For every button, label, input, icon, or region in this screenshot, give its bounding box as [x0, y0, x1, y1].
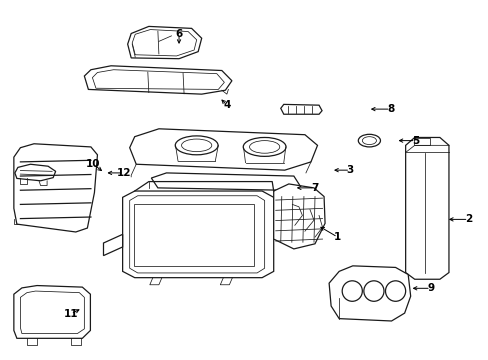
Polygon shape [133, 204, 253, 266]
Ellipse shape [243, 138, 285, 156]
Polygon shape [413, 138, 429, 145]
Text: 6: 6 [175, 29, 183, 39]
Polygon shape [129, 129, 317, 170]
Text: 3: 3 [346, 165, 353, 175]
Ellipse shape [181, 139, 211, 152]
Polygon shape [127, 26, 201, 59]
Text: 2: 2 [464, 215, 471, 224]
Polygon shape [405, 138, 448, 279]
Ellipse shape [362, 137, 376, 145]
Polygon shape [132, 30, 196, 56]
Text: 9: 9 [427, 283, 433, 293]
Polygon shape [92, 70, 224, 89]
Ellipse shape [342, 281, 362, 301]
Ellipse shape [249, 141, 279, 153]
Text: 4: 4 [223, 100, 230, 110]
Polygon shape [122, 191, 273, 278]
Polygon shape [20, 291, 84, 334]
Polygon shape [103, 234, 122, 256]
Polygon shape [273, 184, 325, 249]
Polygon shape [328, 266, 410, 321]
Polygon shape [14, 285, 90, 338]
Polygon shape [15, 164, 56, 181]
Text: 12: 12 [116, 168, 131, 178]
Polygon shape [151, 173, 299, 190]
Polygon shape [280, 104, 322, 114]
Ellipse shape [175, 136, 218, 155]
Ellipse shape [385, 281, 405, 301]
Polygon shape [129, 196, 264, 273]
Ellipse shape [363, 281, 383, 301]
Polygon shape [84, 66, 231, 94]
Text: 1: 1 [333, 232, 341, 242]
Text: 5: 5 [411, 136, 419, 145]
Text: 10: 10 [86, 159, 101, 169]
Text: 11: 11 [63, 309, 78, 319]
Ellipse shape [358, 134, 380, 147]
Text: 8: 8 [386, 104, 393, 114]
Polygon shape [14, 144, 97, 232]
Text: 7: 7 [311, 183, 318, 193]
